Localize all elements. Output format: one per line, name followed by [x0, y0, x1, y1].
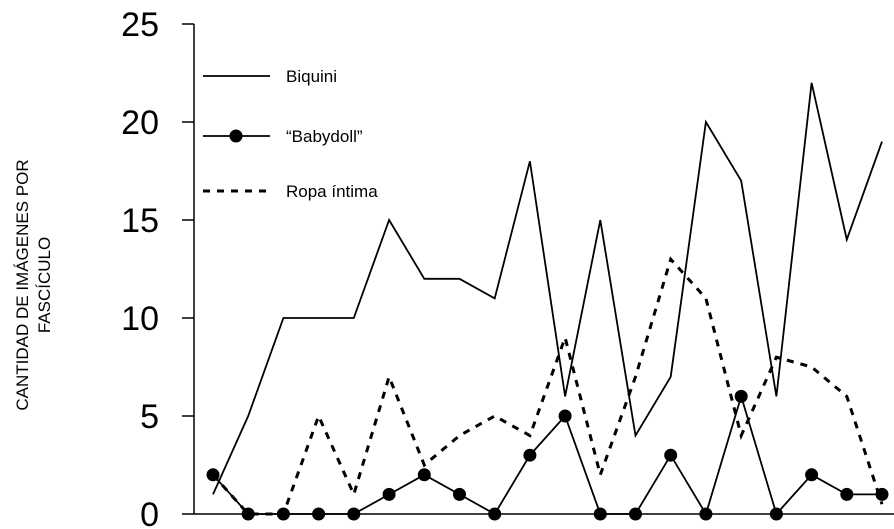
y-axis-label-line-2: FASCÍCULO [35, 237, 54, 333]
series-line-biquini [212, 82, 883, 495]
series-markers [206, 389, 889, 521]
series-line-babydoll [212, 393, 882, 517]
data-point-babydoll [593, 507, 607, 521]
data-point-babydoll [206, 468, 220, 482]
data-point-babydoll [629, 507, 642, 521]
data-point-babydoll [276, 507, 290, 521]
data-point-babydoll [664, 448, 678, 462]
data-point-babydoll [488, 507, 502, 521]
data-point-babydoll [453, 487, 466, 501]
y-tick-label: 20 [121, 104, 159, 142]
series-line-ropa-íntima [211, 256, 884, 516]
data-point-babydoll [417, 468, 431, 482]
series-lines [211, 82, 884, 517]
legend: Biquini “Babydoll” Ropa íntima [203, 67, 378, 201]
y-tick-label: 10 [121, 300, 159, 338]
data-point-babydoll [312, 507, 326, 521]
legend-label-babydoll: “Babydoll” [286, 127, 363, 146]
data-point-babydoll [558, 409, 572, 423]
data-point-babydoll [523, 448, 537, 462]
data-point-babydoll [840, 487, 854, 501]
data-point-babydoll [805, 468, 819, 482]
legend-label-ropa-intima: Ropa íntima [286, 182, 378, 201]
y-tick-label: 25 [121, 6, 159, 44]
data-point-babydoll [241, 507, 255, 521]
data-point-babydoll [699, 507, 713, 521]
y-axis-label: CANTIDAD DE IMÁGENES POR FASCÍCULO [13, 159, 54, 410]
legend-label-biquini: Biquini [286, 67, 337, 86]
y-tick-label: 15 [121, 202, 159, 240]
data-point-babydoll [734, 389, 748, 403]
y-ticks: 0 5 10 15 20 25 [121, 6, 194, 529]
data-point-babydoll [382, 487, 396, 501]
data-point-babydoll [875, 487, 889, 501]
y-tick-label: 0 [140, 496, 159, 529]
y-tick-label: 5 [140, 398, 159, 436]
data-point-babydoll [769, 507, 783, 521]
y-axis-label-line-1: CANTIDAD DE IMÁGENES POR [13, 159, 32, 410]
legend-marker-babydoll [229, 129, 243, 143]
data-point-babydoll [347, 507, 361, 521]
